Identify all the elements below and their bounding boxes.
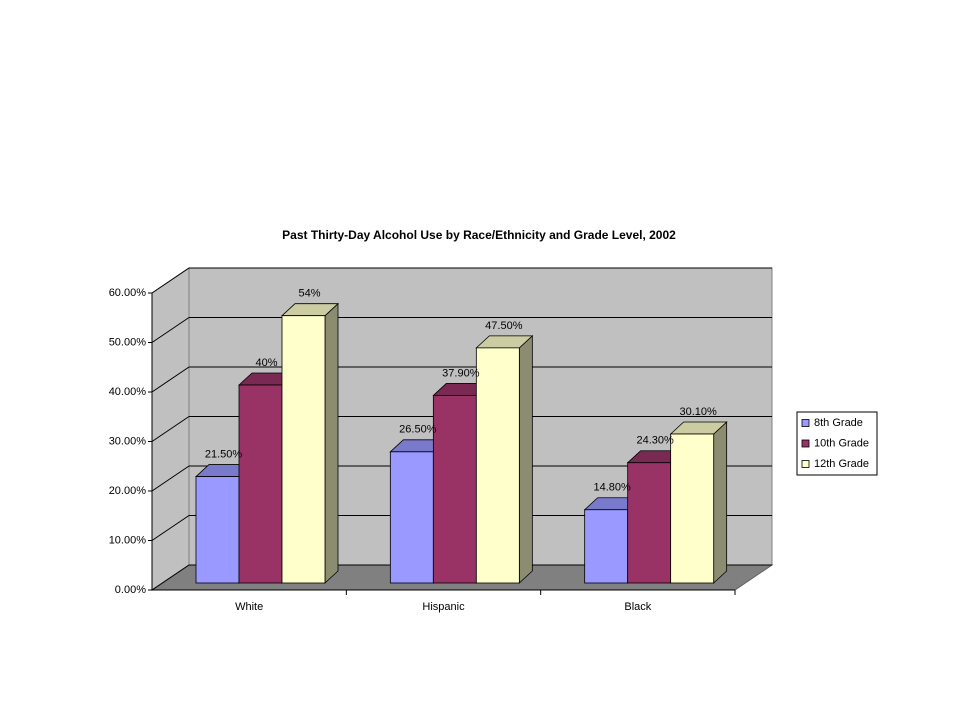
bar	[670, 433, 715, 584]
value-label: 54%	[298, 288, 320, 300]
value-label: 14.80%	[594, 482, 632, 494]
value-label: 47.50%	[485, 320, 523, 332]
bar	[475, 347, 520, 584]
legend-swatch	[801, 460, 810, 468]
value-label: 26.50%	[399, 424, 437, 436]
legend	[796, 411, 878, 476]
x-tick-label: Hispanic	[422, 601, 465, 613]
grid-line	[151, 515, 190, 541]
grid-line	[151, 267, 190, 294]
bar	[281, 315, 326, 584]
legend-swatch	[801, 439, 810, 448]
grid-line	[151, 465, 190, 492]
y-tick-label: 60.00%	[109, 287, 147, 299]
legend-label: 12th Grade	[814, 458, 869, 470]
bar-side	[713, 421, 728, 584]
bar	[389, 451, 434, 584]
bar	[238, 384, 283, 584]
bars	[194, 302, 728, 584]
legend-swatch	[801, 419, 810, 427]
y-tick-label: 50.00%	[109, 336, 147, 348]
value-label: 37.90%	[442, 367, 480, 379]
grid-line	[151, 317, 190, 343]
y-tick-label: 20.00%	[109, 485, 147, 497]
legend-label: 10th Grade	[814, 437, 869, 449]
bar	[195, 476, 240, 584]
bar	[432, 394, 477, 584]
y-tick-label: 40.00%	[109, 386, 147, 398]
bar	[627, 462, 672, 584]
bar-side	[324, 302, 339, 584]
legend-label: 8th Grade	[814, 417, 863, 429]
value-label: 24.30%	[637, 435, 675, 447]
value-label: 40%	[255, 357, 277, 369]
bar	[584, 509, 629, 584]
grid-line	[151, 366, 190, 393]
bar-side	[518, 334, 533, 584]
y-tick-label: 0.00%	[115, 584, 146, 596]
chart-title: Past Thirty-Day Alcohol Use by Race/Ethn…	[282, 228, 676, 242]
value-label: 30.10%	[680, 406, 718, 418]
grid-line	[151, 416, 190, 442]
y-tick-label: 10.00%	[109, 534, 147, 546]
y-tick-label: 30.00%	[109, 435, 147, 447]
x-tick-label: Black	[624, 601, 651, 613]
value-label: 21.50%	[205, 448, 243, 460]
grid-line	[151, 564, 190, 591]
x-tick-label: White	[235, 601, 263, 613]
